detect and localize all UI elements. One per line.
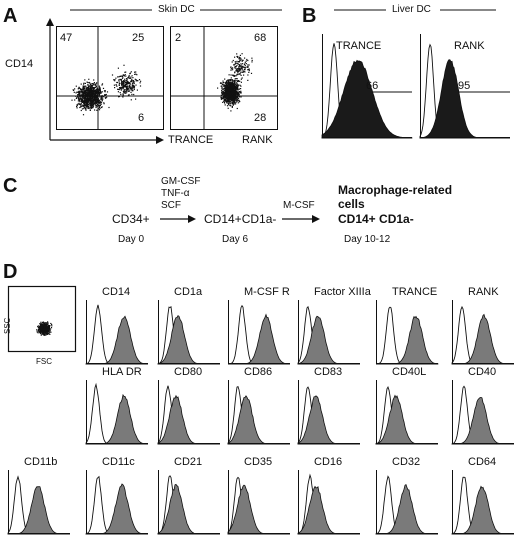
marker-label-cd35: CD35 bbox=[244, 456, 273, 468]
liver-histogram-trance bbox=[321, 34, 413, 139]
scatter-fsc-label: FSC bbox=[36, 357, 52, 366]
marker-histogram-hla-dr bbox=[85, 380, 149, 445]
panel-b-header: Liver DC bbox=[392, 4, 431, 15]
arrow1-factor-2: TNF-α bbox=[161, 188, 190, 199]
dot-plot-rank bbox=[170, 26, 278, 130]
dot-plot-2-q-tr: 68 bbox=[254, 32, 267, 44]
marker-label-cd86: CD86 bbox=[244, 366, 273, 378]
marker-histogram-m-csf-r bbox=[227, 300, 291, 365]
marker-label-cd21: CD21 bbox=[174, 456, 203, 468]
scatter-ssc-label: SSC bbox=[3, 317, 12, 334]
arrow2-factor: M-CSF bbox=[283, 200, 315, 211]
marker-label-rank: RANK bbox=[468, 286, 499, 298]
marker-histogram-cd11c bbox=[85, 470, 148, 535]
panel-b-letter: B bbox=[302, 5, 317, 27]
liver-hist-trance-label: TRANCE bbox=[336, 40, 382, 52]
marker-histogram-cd40l bbox=[375, 380, 438, 445]
marker-label-m-csf-r: M-CSF R bbox=[244, 286, 290, 298]
panel-a-x-axis-label-1: TRANCE bbox=[168, 134, 214, 146]
marker-label-cd1a: CD1a bbox=[174, 286, 203, 298]
marker-label-cd80: CD80 bbox=[174, 366, 203, 378]
marker-histogram-cd86 bbox=[227, 380, 290, 445]
marker-histogram-cd14 bbox=[85, 300, 149, 365]
dot-plot-1-q-tr: 25 bbox=[132, 32, 145, 44]
dot-plot-2-q-tl: 2 bbox=[175, 32, 182, 44]
dot-plot-2-q-br: 28 bbox=[254, 112, 267, 124]
marker-label-cd11c: CD11c bbox=[102, 456, 135, 468]
liver-hist-rank-value: 95 bbox=[458, 80, 471, 92]
marker-histogram-cd32 bbox=[375, 470, 438, 535]
panel-c-letter: C bbox=[3, 175, 18, 197]
macrophage-marker: CD14+ CD1a- bbox=[338, 212, 414, 226]
panel-d-letter: D bbox=[3, 261, 18, 283]
macrophage-day: Day 10-12 bbox=[344, 234, 391, 245]
marker-histogram-cd21 bbox=[157, 470, 220, 535]
marker-histogram-cd11b bbox=[7, 470, 70, 535]
marker-histogram-cd40 bbox=[451, 380, 514, 445]
step-cd34-day: Day 0 bbox=[118, 234, 145, 245]
panel-a-y-axis-label: CD14 bbox=[5, 58, 34, 70]
dot-plot-1-q-br: 6 bbox=[138, 112, 145, 124]
marker-label-cd32: CD32 bbox=[392, 456, 421, 468]
marker-label-cd40l: CD40L bbox=[392, 366, 427, 378]
marker-label-cd14: CD14 bbox=[102, 286, 131, 298]
macrophage-title-line2: cells bbox=[338, 197, 365, 211]
marker-label-factor-xiiia: Factor XIIIa bbox=[314, 286, 371, 298]
arrow1-factor-3: SCF bbox=[161, 200, 181, 211]
marker-label-trance: TRANCE bbox=[392, 286, 438, 298]
arrow1-factor-1: GM-CSF bbox=[161, 176, 201, 187]
dot-plot-trance bbox=[56, 26, 164, 130]
marker-histogram-rank bbox=[451, 300, 514, 365]
marker-histogram-cd83 bbox=[297, 380, 360, 445]
liver-histogram-rank bbox=[419, 34, 510, 139]
fsc-ssc-scatter bbox=[7, 285, 77, 353]
marker-histogram-cd64 bbox=[451, 470, 514, 535]
panel-a-header-line bbox=[70, 9, 282, 11]
panel-a-x-axis-label-2: RANK bbox=[242, 134, 273, 146]
panel-a-axes-arrows bbox=[46, 18, 164, 144]
marker-histogram-factor-xiiia bbox=[297, 300, 360, 365]
arrow-1 bbox=[160, 215, 196, 223]
dot-plot-1-q-tl: 47 bbox=[60, 32, 73, 44]
liver-hist-trance-value: 66 bbox=[366, 80, 379, 92]
marker-label-cd16: CD16 bbox=[314, 456, 343, 468]
marker-label-cd83: CD83 bbox=[314, 366, 343, 378]
marker-histogram-cd16 bbox=[297, 470, 360, 535]
marker-histogram-cd80 bbox=[157, 380, 220, 445]
marker-histogram-cd35 bbox=[227, 470, 290, 535]
panel-a-letter: A bbox=[3, 5, 18, 27]
liver-hist-rank-label: RANK bbox=[454, 40, 485, 52]
marker-label-cd64: CD64 bbox=[468, 456, 497, 468]
step-cd14-cd1a-neg: CD14+CD1a- bbox=[204, 212, 277, 226]
panel-a-header: Skin DC bbox=[158, 4, 195, 15]
marker-histogram-trance bbox=[375, 300, 439, 365]
marker-label-cd40: CD40 bbox=[468, 366, 497, 378]
arrow-2 bbox=[282, 215, 320, 223]
step-cd34: CD34+ bbox=[112, 212, 150, 226]
panel-b-header-line bbox=[334, 9, 496, 11]
step-cd14-day: Day 6 bbox=[222, 234, 249, 245]
marker-histogram-cd1a bbox=[157, 300, 220, 365]
macrophage-title-line1: Macrophage-related bbox=[338, 183, 453, 197]
marker-label-hla-dr: HLA DR bbox=[102, 366, 142, 378]
marker-label-cd11b: CD11b bbox=[24, 456, 58, 468]
